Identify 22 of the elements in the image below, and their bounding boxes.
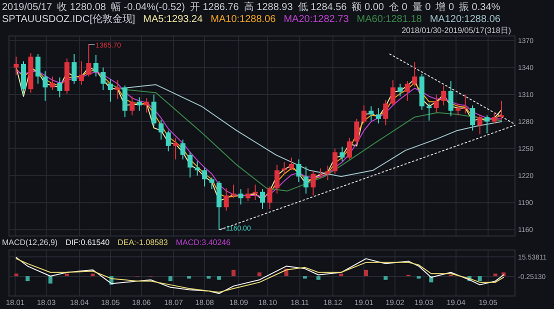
text: 振 0.34% (459, 1, 500, 13)
text: 幅 -0.04%(-0.52) (111, 1, 185, 13)
text: MACD:3.40246 (176, 238, 232, 247)
text: 仓 0 (388, 1, 408, 13)
chart-subtitle: 2018/01/30-2019/05/17(318日) (402, 26, 512, 35)
text: MA60:1281.18 (356, 14, 422, 25)
text: DEA:-1.08583 (118, 238, 168, 247)
chart-title: MACD(12,26,9) (2, 238, 58, 247)
text: MA120:1288.06 (430, 14, 501, 25)
text: 高 1288.93 (244, 1, 294, 13)
text: MA5:1293.24 (143, 14, 204, 25)
text: 增 0 (434, 1, 454, 13)
text: 低 1284.56 (298, 2, 348, 13)
text: DIF:0.61540 (66, 238, 110, 247)
text: MA10:1288.06 (210, 14, 276, 25)
text: 量 0 (412, 2, 432, 13)
chart-title: SPTAUUSDOZ.IDC[伦敦金现] (2, 13, 136, 25)
text: MA20:1282.73 (284, 14, 350, 25)
text: 2019/05/17 (2, 2, 52, 13)
text: 开 1286.76 (190, 2, 240, 13)
text: 额 0.00 (352, 1, 384, 13)
text: 收 1280.08 (57, 2, 106, 13)
